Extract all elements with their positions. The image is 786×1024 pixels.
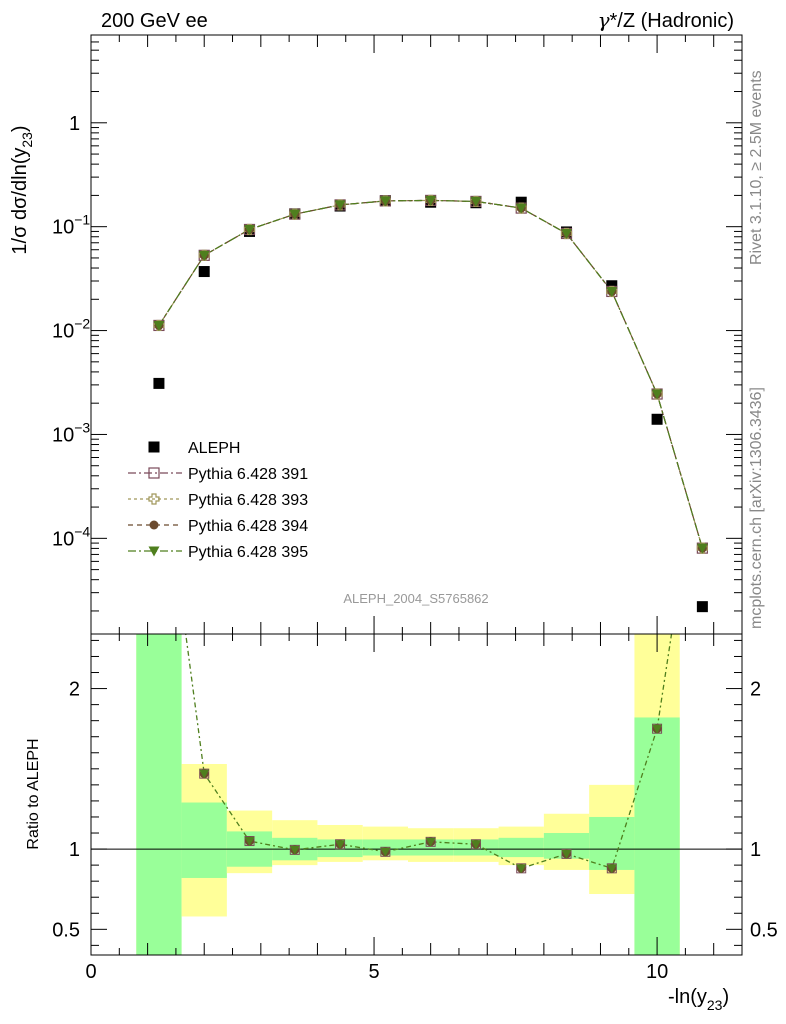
ratio-marker-395 xyxy=(516,864,527,874)
ratio-marker-395 xyxy=(652,724,663,734)
data-point-s0-0 xyxy=(153,377,165,389)
legend-marker-3 xyxy=(149,520,159,530)
ratio-marker-395 xyxy=(199,769,210,779)
ratio-marker-395 xyxy=(697,428,707,437)
legend-label-1: Pythia 6.428 391 xyxy=(188,466,308,483)
data-point-s4-10 xyxy=(606,286,618,297)
data-point-s0-12 xyxy=(696,601,708,613)
legend-marker-0 xyxy=(148,441,160,453)
data-point-s4-2 xyxy=(244,224,256,235)
main-y-tick-label-2: 10−2 xyxy=(52,316,90,343)
ratio-marker-395 xyxy=(425,837,436,847)
main-y-tick-label-3: 10−3 xyxy=(52,419,90,446)
legend-marker-1 xyxy=(148,467,160,479)
data-point-s4-0 xyxy=(153,320,165,331)
main-y-tick-exponent: −3 xyxy=(74,419,90,435)
ratio-y-tick-label-right-1: 1 xyxy=(750,839,761,861)
ratio-marker-395 xyxy=(289,845,300,855)
main-y-tick-mantissa: 10 xyxy=(52,424,74,446)
x-axis-label-sub: 23 xyxy=(707,997,723,1013)
ratio-marker-395 xyxy=(244,837,255,847)
data-point-s4-12 xyxy=(696,543,708,554)
main-y-tick-label-1: 10−1 xyxy=(52,212,90,239)
data-point-s4-1 xyxy=(198,250,210,261)
ratio-marker-395 xyxy=(335,840,346,850)
main-y-tick-mantissa: 10 xyxy=(52,528,74,550)
x-axis-label-close: ) xyxy=(722,986,729,1008)
ratio-marker-395 xyxy=(380,847,391,857)
rivet-label: Rivet 3.1.10, ≥ 2.5M events xyxy=(748,70,765,265)
ratio-y-tick-label-right-2: 2 xyxy=(750,679,761,701)
legend-marker-4 xyxy=(148,546,160,557)
x-axis-label: -ln(y23) xyxy=(668,986,729,1013)
legend-label-4: Pythia 6.428 395 xyxy=(188,544,308,561)
axes: 110−110−210−310−40 5 100.5 0.51 12 2 xyxy=(52,34,778,983)
data-point-s4-4 xyxy=(334,200,346,211)
ratio-frame xyxy=(90,633,743,956)
main-y-tick-mantissa: 10 xyxy=(52,217,74,239)
data-point-s4-8 xyxy=(515,203,527,214)
main-y-axis-label-text: 1/σ dσ/dln(y xyxy=(9,148,31,255)
ratio-y-tick-label-right-0: 0.5 xyxy=(750,919,778,941)
band-green-10 xyxy=(589,816,635,870)
ratio-marker-395 xyxy=(561,849,572,859)
ratio-uncertainty-bands xyxy=(136,634,680,955)
main-y-tick-exponent: −2 xyxy=(74,316,90,332)
main-y-tick-label-4: 10−4 xyxy=(52,523,90,550)
legend-marker-2 xyxy=(148,493,160,505)
header-right: γ*/Z (Hadronic) xyxy=(598,8,734,32)
main-y-axis-label-close: ) xyxy=(9,125,31,132)
ratio-marker-394 xyxy=(154,427,163,436)
mcplots-label: mcplots.cern.ch [arXiv:1306.3436] xyxy=(748,387,765,629)
data-point-s4-6 xyxy=(425,195,437,206)
ratio-marker-391 xyxy=(154,427,163,436)
x-tick-label-0: 0 xyxy=(85,961,96,983)
legend-label-3: Pythia 6.428 394 xyxy=(188,518,308,535)
x-axis-label-text: -ln(y xyxy=(668,986,707,1008)
data-point-s0-10 xyxy=(606,280,618,292)
band-green-8 xyxy=(498,837,544,858)
data-point-s4-11 xyxy=(651,389,663,400)
main-y-tick-mantissa: 10 xyxy=(52,321,74,343)
legend-label-0: ALEPH xyxy=(188,440,240,457)
main-y-tick-label-0: 1 xyxy=(69,113,80,135)
data-point-s4-5 xyxy=(379,196,391,207)
ratio-y-tick-label-left-1: 1 xyxy=(69,839,80,861)
ratio-marker-395 xyxy=(154,428,164,437)
header-right-text: */Z (Hadronic) xyxy=(610,10,734,32)
header-right-greek: γ xyxy=(598,8,610,32)
main-plot xyxy=(153,194,708,613)
band-green-0 xyxy=(136,634,182,955)
main-y-tick-exponent: −1 xyxy=(74,212,90,228)
ratio-y-axis-label: Ratio to ALEPH xyxy=(25,738,42,849)
ratio-y-tick-label-left-2: 2 xyxy=(69,679,80,701)
ratio-plot xyxy=(91,427,742,874)
data-point-s4-7 xyxy=(470,196,482,207)
data-point-s4-9 xyxy=(561,228,573,239)
ratio-marker-394 xyxy=(698,427,707,436)
header-left: 200 GeV ee xyxy=(101,10,208,32)
legend: ALEPH Pythia 6.428 391 Pythia 6.428 393 Pyt… xyxy=(128,440,308,561)
main-y-tick-exponent: −4 xyxy=(74,523,90,539)
legend-label-2: Pythia 6.428 393 xyxy=(188,492,308,509)
data-point-s0-11 xyxy=(651,413,663,425)
analysis-watermark: ALEPH_2004_S5765862 xyxy=(343,591,488,606)
x-tick-label-1: 5 xyxy=(368,961,379,983)
x-tick-label-2: 10 xyxy=(646,961,668,983)
ratio-marker-395 xyxy=(470,840,481,850)
data-point-s0-1 xyxy=(198,266,210,278)
ratio-marker-391 xyxy=(698,427,707,436)
data-point-s4-3 xyxy=(289,209,301,220)
data-point-s0-8 xyxy=(515,196,527,208)
band-green-11 xyxy=(634,717,680,955)
main-y-axis-label: 1/σ dσ/dln(y23) xyxy=(9,125,35,254)
ratio-marker-395 xyxy=(606,864,617,874)
ratio-y-tick-label-left-0: 0.5 xyxy=(52,919,80,941)
band-green-6 xyxy=(408,839,454,856)
band-green-1 xyxy=(181,802,227,878)
main-y-axis-label-sub: 23 xyxy=(19,132,35,148)
main-y-tick-mantissa: 1 xyxy=(69,113,80,135)
